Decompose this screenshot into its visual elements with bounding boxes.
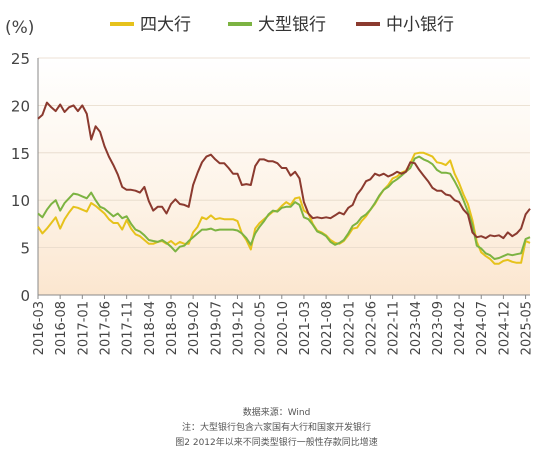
x-tick-label: 2022-11 [387, 301, 402, 355]
x-tick-label: 2020-05 [254, 301, 269, 355]
x-tick-label: 2021-08 [320, 301, 335, 355]
series-line-3 [37, 101, 531, 240]
x-tick-label: 2022-06 [364, 301, 379, 355]
x-tick-label: 2018-09 [165, 301, 180, 355]
x-tick-label: 2018-04 [143, 301, 158, 355]
chart: 0 5 10 15 20 25 2016-03 2016-08 2017-01 2017-06 2… [5, 15, 535, 355]
x-tick-label: 2021-03 [298, 301, 313, 355]
legend-label: 大型银行 [258, 15, 326, 35]
x-tick-label: 2024-12 [497, 301, 512, 355]
x-tick-label: 2016-03 [32, 301, 47, 355]
legend-label: 中小银行 [386, 15, 454, 35]
x-tick-label: 2017-01 [76, 301, 91, 355]
y-tick-label: 5 [20, 240, 30, 258]
y-tick-label: 20 [11, 97, 30, 115]
x-tick-label: 2016-08 [54, 301, 69, 355]
data-source: 数据来源：Wind [242, 408, 311, 418]
plot-background [38, 58, 530, 295]
chart-caption: 图2 2012年以来不同类型银行一般性存款同比增速 [175, 438, 378, 448]
x-tick-label: 2019-12 [231, 301, 246, 355]
x-tick-label: 2025-05 [520, 301, 535, 355]
y-tick-label: 0 [20, 287, 30, 305]
x-tick-label: 2024-02 [453, 301, 468, 355]
legend-label: 四大行 [140, 15, 191, 35]
x-tick-label: 2017-11 [121, 301, 136, 355]
series-line-2 [37, 155, 531, 260]
chart-note: 注：大型银行包含六家国有大行和国家开发银行 [181, 423, 371, 433]
x-tick-label: 2022-01 [342, 301, 357, 355]
x-tick-label: 2024-07 [475, 301, 490, 355]
x-tick-label: 2019-02 [187, 301, 202, 355]
x-tick-label: 2020-10 [276, 301, 291, 355]
unit-label: (%) [5, 18, 34, 38]
y-tick-label: 25 [11, 50, 30, 68]
x-tick-label: 2023-09 [431, 301, 446, 355]
x-tick-label: 2017-06 [98, 301, 113, 355]
y-tick-label: 10 [11, 192, 30, 210]
x-tick-label: 2023-04 [409, 301, 424, 355]
y-tick-label: 15 [11, 145, 30, 163]
x-tick-label: 2019-07 [209, 301, 224, 355]
series-line-1 [37, 151, 531, 265]
